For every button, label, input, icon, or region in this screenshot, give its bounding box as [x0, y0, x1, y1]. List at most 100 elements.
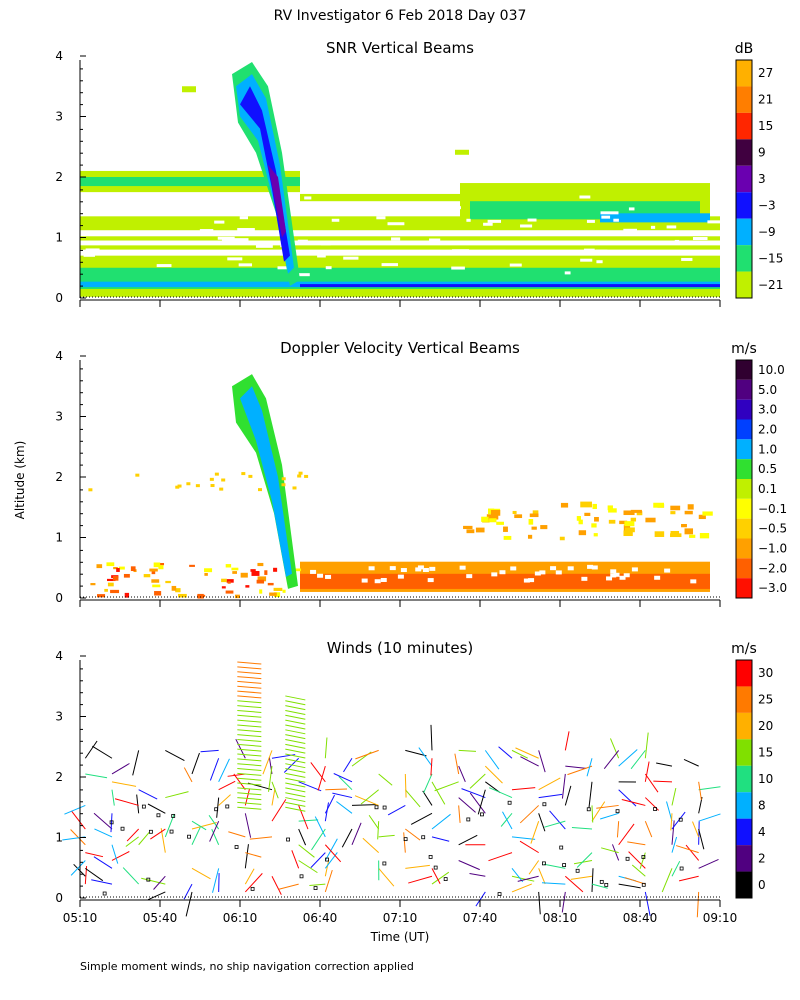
snr-surface-band-core — [300, 284, 720, 288]
wind-barb — [475, 891, 486, 907]
wind-barb — [132, 750, 140, 776]
snr-gap — [233, 238, 249, 242]
wind-barb — [341, 828, 353, 848]
wind-barb — [477, 789, 486, 815]
doppler-gap — [619, 575, 626, 580]
doppler-layer-cell — [630, 517, 637, 522]
wind-barb — [298, 781, 322, 792]
snr-gap — [331, 218, 340, 222]
doppler-layer-cell — [670, 530, 680, 537]
wind-barb — [227, 773, 246, 777]
snr-gap — [325, 266, 332, 270]
snr-gap — [387, 222, 405, 226]
doppler-upper-cell — [281, 483, 286, 487]
wind-barb — [423, 773, 433, 794]
wind-barb — [183, 767, 193, 783]
doppler-gap — [466, 574, 473, 579]
wind-barb — [244, 813, 252, 838]
wind-barb — [603, 750, 620, 770]
wind-barb — [237, 763, 262, 767]
colorbar-swatch — [736, 139, 752, 166]
wind-barb — [310, 852, 326, 868]
doppler-cell — [189, 564, 195, 567]
wind-barb — [165, 791, 189, 799]
doppler-cell — [159, 562, 165, 566]
wind-barb — [64, 804, 86, 815]
doppler-layer-cell — [466, 529, 475, 534]
doppler-layer-cell — [591, 523, 597, 528]
wind-barb — [430, 724, 433, 751]
doppler-gap — [555, 570, 562, 575]
wind-barb — [698, 813, 721, 822]
colorbar-label: −0.5 — [758, 522, 787, 536]
doppler-upper-cell — [292, 486, 297, 490]
wind-barb — [591, 805, 594, 823]
wind-barb — [458, 797, 476, 813]
colorbar-label: −1.0 — [758, 541, 787, 555]
missing-marker — [542, 861, 546, 866]
snr-axes: 0 1 2 3 4 — [55, 49, 721, 307]
snr-gap — [466, 218, 471, 222]
missing-marker — [604, 882, 609, 887]
colorbar-label: −21 — [758, 278, 783, 292]
doppler-cell — [273, 567, 278, 572]
wind-barb — [661, 868, 673, 893]
wind-barb — [564, 731, 570, 751]
snr-gap — [483, 222, 493, 226]
x-tick-label: 08:10 — [543, 911, 578, 925]
doppler-upper-cell — [214, 472, 219, 476]
colorbar-label: 15 — [758, 746, 773, 760]
doppler-cell — [293, 568, 301, 572]
doppler-layer-cell — [594, 516, 599, 522]
wind-barb — [249, 836, 273, 840]
missing-marker — [382, 805, 387, 810]
missing-marker — [641, 882, 646, 887]
wind-barb — [564, 785, 572, 806]
missing-marker — [299, 874, 304, 879]
snr-gap — [509, 263, 522, 267]
wind-barb — [125, 836, 139, 847]
wind-barb — [343, 757, 353, 773]
wind-barb — [628, 851, 646, 869]
snr-gap — [596, 260, 603, 264]
y-tick-label: 0 — [55, 891, 63, 905]
wind-barb — [564, 875, 584, 893]
y-tick-label: 3 — [55, 110, 63, 124]
doppler-layer-cell — [489, 518, 497, 523]
snr-gap — [304, 196, 312, 200]
snr-gap — [600, 211, 619, 215]
doppler-layer-cell — [486, 514, 499, 520]
doppler-upper-cell — [241, 472, 246, 476]
wind-barb — [484, 765, 503, 784]
wind-barb — [285, 782, 306, 788]
wind-barb — [653, 780, 673, 783]
colorbar-label: 10.0 — [758, 363, 785, 377]
doppler-cell — [110, 589, 120, 594]
wind-barb — [670, 813, 673, 831]
doppler-layer-cell — [559, 536, 565, 541]
wind-barb — [338, 776, 353, 791]
missing-marker — [313, 886, 318, 890]
missing-marker — [625, 856, 630, 861]
colorbar-swatch — [736, 165, 752, 193]
wind-barb — [150, 828, 166, 840]
wind-barb — [93, 812, 113, 830]
colorbar-label: 0.5 — [758, 462, 777, 476]
doppler-cell — [267, 582, 274, 586]
doppler-surface-layer-core — [300, 573, 710, 589]
missing-marker — [480, 812, 484, 817]
wind-barb — [324, 737, 328, 759]
wind-barb — [627, 841, 646, 846]
wind-barb — [561, 773, 566, 799]
doppler-cell — [273, 592, 281, 598]
snr-gap — [586, 219, 595, 223]
snr-gap — [297, 239, 308, 243]
doppler-layer-cell — [592, 503, 597, 510]
doppler-layer-cell — [593, 533, 598, 537]
wind-barb — [298, 828, 307, 846]
missing-marker — [250, 886, 255, 891]
doppler-layer-cell — [490, 509, 501, 516]
wind-barb — [237, 690, 262, 694]
wind-barb — [237, 734, 262, 738]
wind-barb — [285, 772, 306, 778]
